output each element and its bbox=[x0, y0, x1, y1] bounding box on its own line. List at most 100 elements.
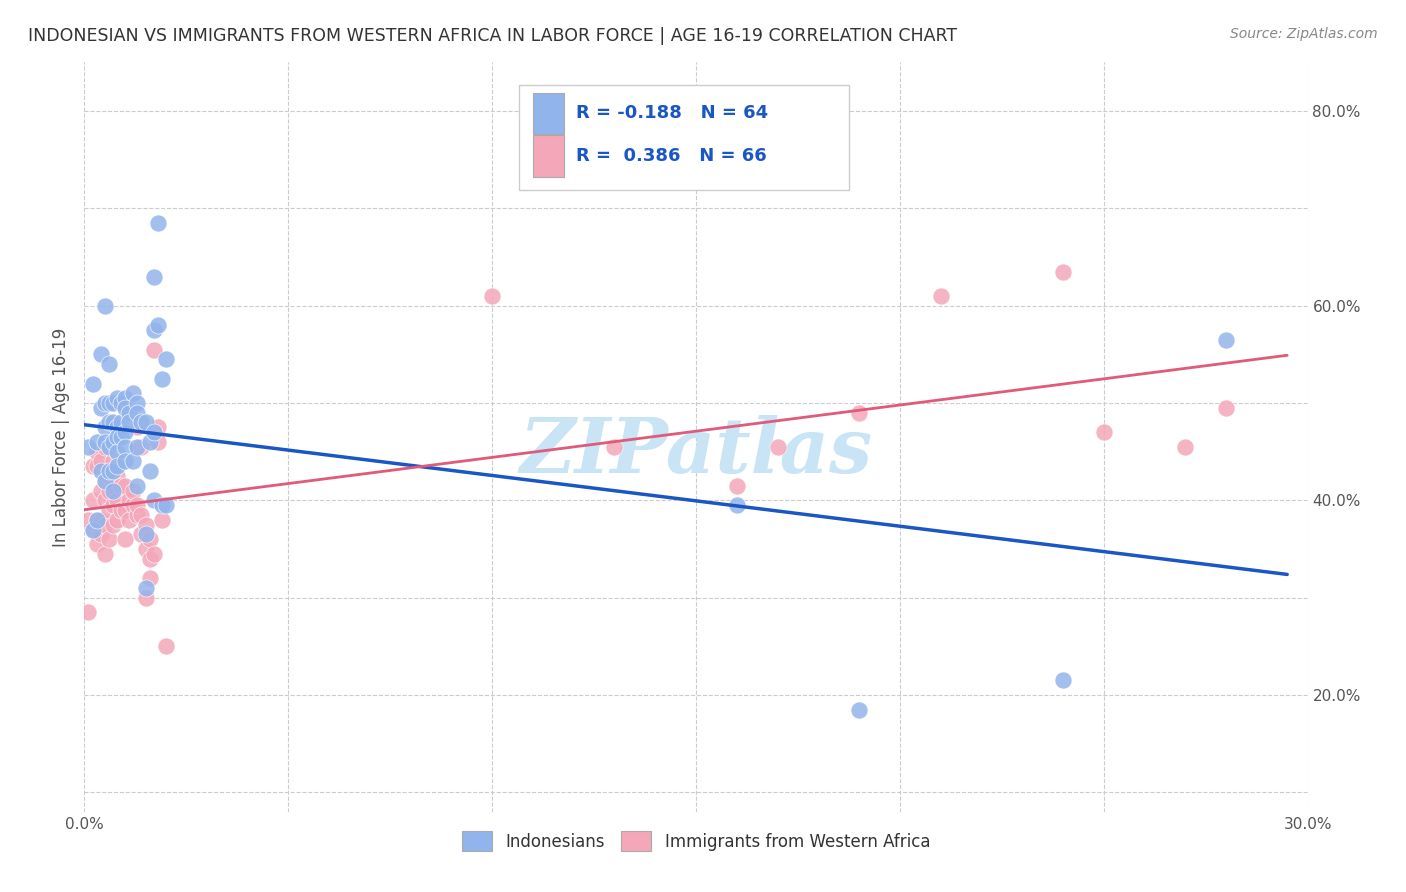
Point bbox=[138, 464, 160, 478]
Point bbox=[97, 396, 120, 410]
Point bbox=[101, 517, 124, 532]
Point bbox=[97, 483, 120, 498]
Point bbox=[135, 591, 157, 605]
Point bbox=[97, 357, 120, 371]
Point bbox=[105, 420, 128, 434]
Text: Source: ZipAtlas.com: Source: ZipAtlas.com bbox=[1230, 27, 1378, 41]
Point bbox=[77, 513, 100, 527]
Point bbox=[929, 289, 952, 303]
Legend: Indonesians, Immigrants from Western Africa: Indonesians, Immigrants from Western Afr… bbox=[454, 822, 938, 860]
Point bbox=[90, 454, 112, 468]
Point bbox=[97, 440, 120, 454]
Point bbox=[82, 376, 104, 391]
Text: R = -0.188   N = 64: R = -0.188 N = 64 bbox=[576, 104, 768, 122]
Point bbox=[1174, 440, 1197, 454]
Point bbox=[122, 454, 145, 468]
Point bbox=[82, 523, 104, 537]
Y-axis label: In Labor Force | Age 16-19: In Labor Force | Age 16-19 bbox=[52, 327, 70, 547]
Point bbox=[82, 523, 104, 537]
Point bbox=[110, 396, 132, 410]
Point bbox=[142, 269, 165, 284]
FancyBboxPatch shape bbox=[533, 136, 564, 177]
Point bbox=[77, 605, 100, 619]
Point bbox=[90, 483, 112, 498]
Point bbox=[97, 416, 120, 430]
Point bbox=[146, 434, 169, 449]
Point bbox=[127, 396, 149, 410]
Point bbox=[93, 517, 115, 532]
Point bbox=[101, 464, 124, 478]
Point bbox=[138, 533, 160, 547]
Point bbox=[110, 430, 132, 444]
Point bbox=[110, 503, 132, 517]
Point bbox=[766, 440, 789, 454]
Point bbox=[105, 459, 128, 474]
Point bbox=[82, 493, 104, 508]
Point bbox=[1092, 425, 1115, 440]
Point bbox=[138, 434, 160, 449]
Point bbox=[138, 571, 160, 585]
Point bbox=[101, 396, 124, 410]
Point bbox=[848, 406, 870, 420]
Point bbox=[77, 440, 100, 454]
Point bbox=[90, 513, 112, 527]
Point bbox=[1215, 333, 1237, 347]
Point bbox=[131, 416, 153, 430]
Point bbox=[93, 299, 115, 313]
Point bbox=[114, 391, 136, 405]
Point bbox=[101, 498, 124, 512]
Point bbox=[86, 434, 108, 449]
Point bbox=[114, 454, 136, 468]
Point bbox=[122, 386, 145, 401]
Point bbox=[1215, 401, 1237, 415]
Point bbox=[146, 420, 169, 434]
Point bbox=[155, 352, 177, 367]
Point bbox=[131, 527, 153, 541]
Point bbox=[848, 702, 870, 716]
Point bbox=[118, 416, 141, 430]
Point bbox=[142, 323, 165, 337]
Point bbox=[86, 459, 108, 474]
Point bbox=[155, 640, 177, 654]
Point bbox=[114, 503, 136, 517]
Point bbox=[105, 493, 128, 508]
Point bbox=[138, 551, 160, 566]
Point bbox=[86, 444, 108, 458]
Point bbox=[127, 440, 149, 454]
Point bbox=[135, 416, 157, 430]
Point bbox=[93, 396, 115, 410]
Point bbox=[150, 372, 173, 386]
Point bbox=[114, 401, 136, 415]
Point bbox=[142, 493, 165, 508]
Point bbox=[114, 440, 136, 454]
Point bbox=[127, 498, 149, 512]
Point bbox=[127, 479, 149, 493]
Point bbox=[118, 493, 141, 508]
Point bbox=[1052, 673, 1074, 688]
Point bbox=[118, 513, 141, 527]
Point bbox=[93, 420, 115, 434]
Point bbox=[114, 533, 136, 547]
Point bbox=[725, 479, 748, 493]
Point bbox=[101, 479, 124, 493]
Point bbox=[142, 425, 165, 440]
Point bbox=[90, 401, 112, 415]
Point bbox=[127, 420, 149, 434]
Point bbox=[150, 498, 173, 512]
Point bbox=[90, 527, 112, 541]
Point bbox=[146, 216, 169, 230]
Text: INDONESIAN VS IMMIGRANTS FROM WESTERN AFRICA IN LABOR FORCE | AGE 16-19 CORRELAT: INDONESIAN VS IMMIGRANTS FROM WESTERN AF… bbox=[28, 27, 957, 45]
Point bbox=[82, 459, 104, 474]
FancyBboxPatch shape bbox=[533, 93, 564, 134]
Point bbox=[135, 527, 157, 541]
Point bbox=[86, 513, 108, 527]
Point bbox=[150, 513, 173, 527]
Point bbox=[122, 498, 145, 512]
Point bbox=[93, 434, 115, 449]
Point bbox=[142, 547, 165, 561]
Point bbox=[105, 469, 128, 483]
Point bbox=[131, 440, 153, 454]
Point bbox=[101, 434, 124, 449]
Text: R =  0.386   N = 66: R = 0.386 N = 66 bbox=[576, 147, 766, 165]
Point bbox=[481, 289, 503, 303]
